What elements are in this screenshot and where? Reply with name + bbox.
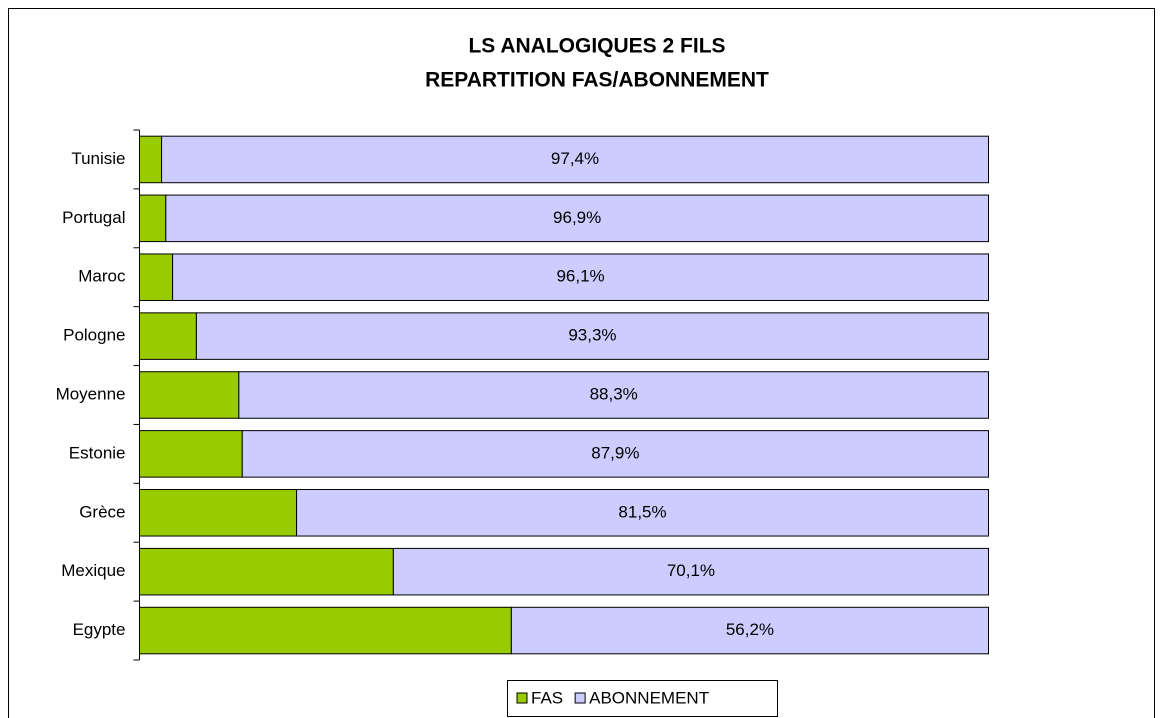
bar-segment — [139, 606, 512, 655]
bar-segment — [139, 253, 174, 301]
bar-segment — [161, 135, 990, 184]
bar-segment — [510, 606, 989, 655]
y-tick-label: Maroc — [78, 267, 126, 286]
data-label: 88,3% — [590, 384, 638, 403]
y-tick-label: Mexique — [61, 561, 125, 580]
bar-segment — [139, 371, 240, 419]
bar-segment — [139, 489, 298, 537]
y-tick-label: Egypte — [73, 620, 126, 639]
data-label: 70,1% — [667, 561, 715, 580]
legend-label: FAS — [531, 688, 563, 707]
legend-swatch — [574, 692, 586, 704]
bar-segment — [238, 371, 989, 419]
data-label: 81,5% — [618, 502, 666, 521]
chart-title: REPARTITION FAS/ABONNEMENT — [425, 69, 769, 92]
data-label: 87,9% — [591, 443, 639, 462]
bar-segment — [139, 547, 394, 596]
data-label: 96,1% — [556, 267, 604, 286]
bar-segment — [296, 489, 989, 537]
y-tick-label: Moyenne — [56, 384, 126, 403]
bar-segment — [139, 135, 163, 184]
y-tick-label: Grèce — [79, 502, 125, 521]
bar-segment — [139, 312, 197, 360]
bar-segment — [172, 253, 989, 301]
bar-segment — [392, 547, 989, 596]
bar-segment — [195, 312, 989, 360]
legend-swatch — [516, 692, 528, 704]
y-tick-label: Tunisie — [71, 149, 125, 168]
bar-segment — [139, 430, 243, 478]
bar-segment — [139, 194, 167, 243]
y-tick-label: Portugal — [62, 208, 125, 227]
legend — [507, 680, 778, 717]
bar-segment — [165, 194, 990, 243]
data-label: 96,9% — [553, 208, 601, 227]
data-label: 93,3% — [568, 326, 616, 345]
bar-segment — [241, 430, 989, 478]
y-tick-label: Pologne — [63, 326, 125, 345]
data-label: 56,2% — [726, 620, 774, 639]
legend-label: ABONNEMENT — [589, 688, 709, 707]
y-tick-label: Estonie — [69, 443, 126, 462]
chart-title: LS ANALOGIQUES 2 FILS — [468, 35, 725, 58]
chart-frame — [8, 8, 1155, 718]
data-label: 97,4% — [551, 149, 599, 168]
